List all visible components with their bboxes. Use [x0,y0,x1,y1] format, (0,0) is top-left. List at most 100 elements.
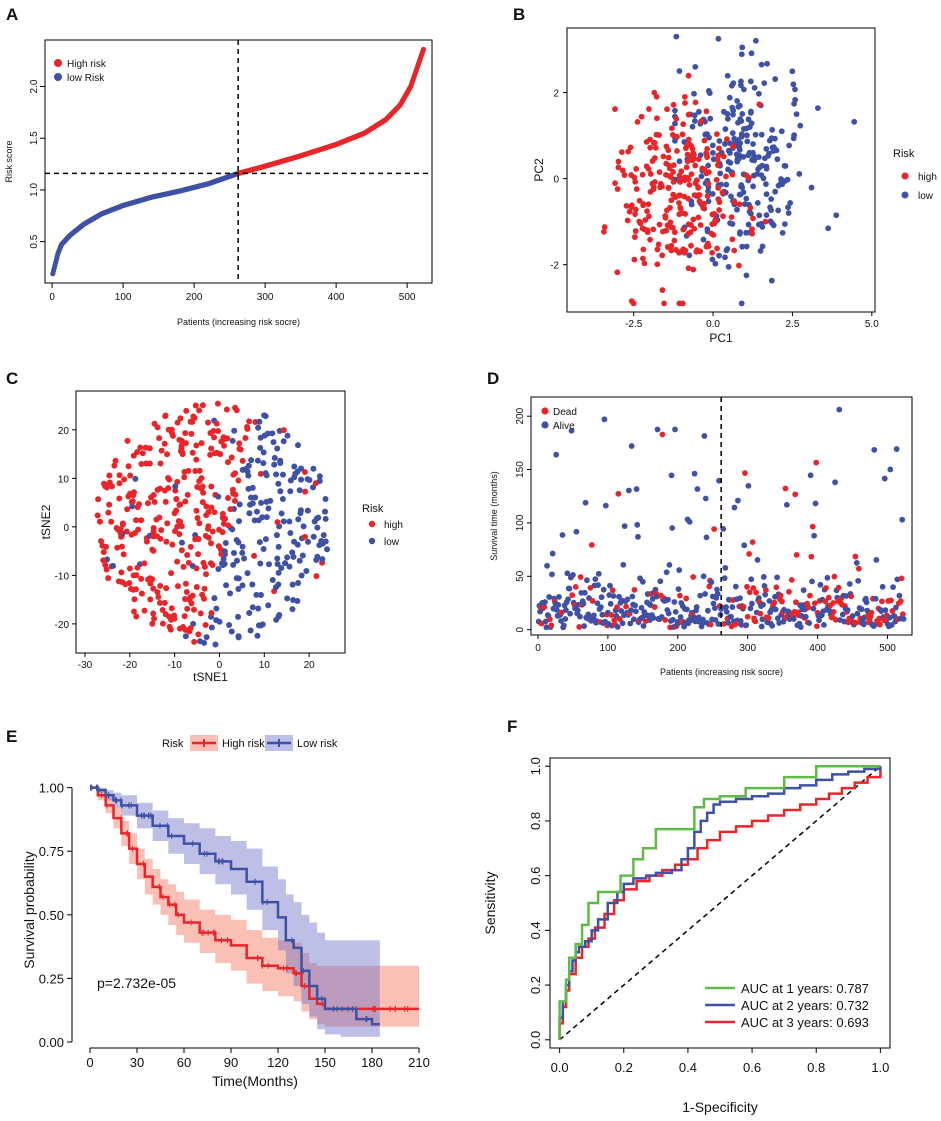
alive-point [581,623,588,629]
pca-point-high [677,179,684,185]
tsne-point-low [233,557,240,564]
tsne-point-high [193,565,200,572]
alive-point [772,606,779,613]
tsne-point-high [196,467,203,474]
alive-point [896,592,903,599]
tsne-point-high [184,551,191,558]
alive-point [745,482,752,489]
pca-point-high [631,234,638,240]
tsne-point-low [314,515,321,522]
tsne-point-low [245,485,252,492]
pca-point-low [725,158,732,165]
tsne-point-high [177,415,184,422]
pca-point-low [749,157,755,163]
tsne-point-high [147,580,154,587]
tsne-point-low [265,602,272,609]
dead-point [813,459,820,466]
tsne-point-high [168,616,175,623]
tsne-point-high [193,456,200,463]
pca-point-high [685,111,692,118]
alive-point [607,582,613,589]
tsne-point-high [157,460,164,467]
tsne-point-high [229,486,236,493]
pca-point-low [785,210,792,216]
alive-point [723,608,730,615]
dead-point [706,583,713,590]
tsne-point-low [235,634,242,641]
tsne-point-low [310,484,317,491]
tsne-point-high [211,434,218,441]
x-tick-label: -2.5 [625,319,643,330]
tsne-point-high [302,488,309,495]
tsne-point-low [246,510,253,517]
y-axis-label: Sensitivity [482,871,498,934]
tsne-point-high [274,519,281,526]
legend-high-label: High risk [222,738,265,750]
pca-point-high [650,140,657,146]
tsne-point-low [203,634,210,641]
pca-point-high [736,262,742,269]
tsne-point-low [247,627,254,634]
tsne-point-high [163,585,170,592]
x-tick-label: 0.0 [551,1060,569,1075]
pca-point-high [647,144,654,151]
tsne-point-high [193,442,200,449]
tsne-point-high [192,402,199,409]
pca-point-low [744,138,751,145]
pca-point-high [712,218,719,225]
alive-point [802,613,809,620]
pca-point-low [736,146,743,153]
pca-point-high [670,179,677,185]
pca-point-high [650,226,657,233]
y-tick-label: 0.75 [39,844,64,859]
alive-point [863,599,870,606]
km-line-high [90,786,419,1011]
tsne-point-high [227,506,234,513]
tsne-point-high [162,413,169,420]
tsne-point-high [106,501,113,508]
pca-point-low [712,260,719,267]
dead-point [659,431,666,438]
tsne-point-low [322,495,329,502]
pca-point-high [612,180,618,187]
pca-point-high [683,164,690,171]
tsne-point-high [186,596,193,603]
alive-point [812,500,819,507]
pca-point-high [640,202,647,209]
pca-point-high [685,265,692,272]
alive-point [748,576,755,583]
y-tick-label: 0.50 [39,908,64,923]
tsne-point-high [150,533,157,540]
tsne-point-high [103,566,110,573]
tsne-point-low [221,560,228,567]
x-tick-label: -10 [167,660,182,671]
tsne-point-high [182,596,189,603]
tsne-point-high [192,468,199,475]
pca-point-high [701,200,708,207]
tsne-point-high [129,498,136,505]
alive-point [890,584,897,591]
alive-point [702,590,708,597]
dead-point [683,595,690,602]
tsne-point-low [233,537,240,544]
y-tick-label: 0 [515,626,526,632]
pca-point-high [669,131,676,138]
y-tick-label: 0 [553,175,559,186]
tsne-point-low [229,526,236,533]
alive-point [574,607,581,614]
dead-point [792,491,799,498]
alive-point [570,571,576,578]
tsne-point-low [248,494,255,501]
pca-point-low [772,76,779,82]
pca-point-low [761,80,768,86]
tsne-point-low [228,628,235,635]
pca-point-high [633,186,640,192]
x-tick-label: 0 [86,1055,93,1070]
panel-letter-b: B [513,5,525,24]
alive-point [573,528,580,535]
alive-point [721,575,728,582]
x-tick-label: 5.0 [865,319,879,330]
pca-point-high [701,137,708,144]
tsne-point-high [125,463,132,470]
pca-point-high [632,178,639,185]
